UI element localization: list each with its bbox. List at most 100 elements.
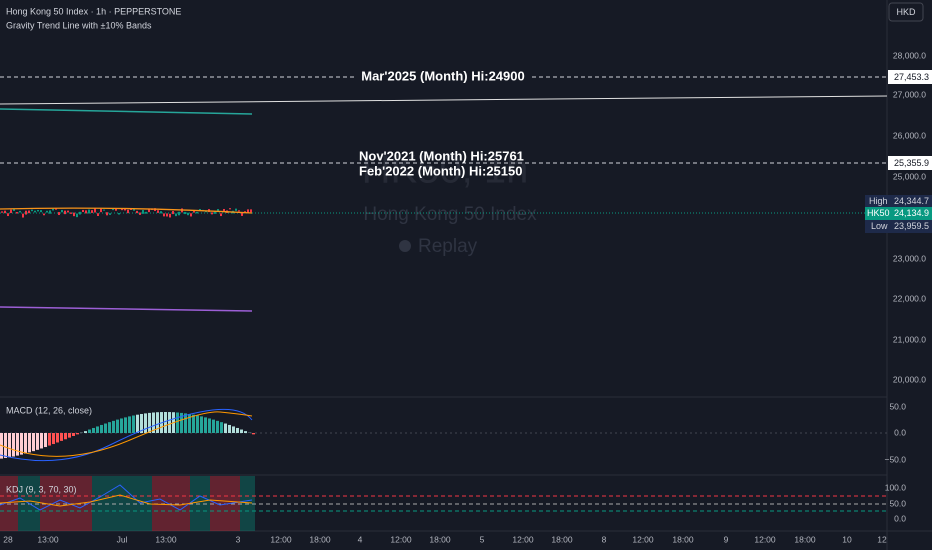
time-tick-label: 12:00 <box>390 534 412 544</box>
candle <box>97 213 99 216</box>
candle <box>235 208 237 211</box>
histogram-bar <box>92 427 95 433</box>
candle <box>52 208 54 211</box>
kdj-j <box>0 484 253 511</box>
candle <box>22 213 24 218</box>
candle <box>91 210 93 213</box>
candle <box>31 209 33 212</box>
candle <box>217 209 219 212</box>
histogram-bar <box>192 414 195 433</box>
time-tick-label: 12:00 <box>632 534 654 544</box>
histogram-bar <box>128 416 131 433</box>
histogram-bar <box>140 413 143 433</box>
histogram-bar <box>64 433 67 440</box>
histogram-bar <box>84 431 87 433</box>
candle <box>76 213 78 218</box>
candle <box>121 208 123 211</box>
candle <box>127 209 129 214</box>
indicator-title[interactable]: Gravity Trend Line with ±10% Bands <box>6 20 152 30</box>
histogram-bar <box>96 426 99 433</box>
histogram-bar <box>16 433 19 456</box>
candle <box>79 211 81 215</box>
currency-button[interactable] <box>888 2 924 22</box>
annotation: Nov'2021 (Month) Hi:25761 <box>359 148 524 163</box>
candle <box>211 212 213 215</box>
candle <box>229 208 231 210</box>
candles <box>1 208 252 218</box>
candle <box>145 211 147 214</box>
macd-title[interactable]: MACD (12, 26, close) <box>6 405 92 415</box>
candle <box>169 213 171 218</box>
histogram-bar <box>76 433 79 435</box>
candle <box>61 209 63 213</box>
histogram-bar <box>180 412 183 433</box>
candle <box>46 210 48 213</box>
price-badge <box>888 156 932 170</box>
candle <box>166 213 168 217</box>
price-badge <box>888 70 932 84</box>
candle <box>178 211 180 216</box>
macd-tick-label: 50.0 <box>889 401 906 411</box>
candle <box>55 208 57 210</box>
kdj-tick-label: 0.0 <box>894 513 906 523</box>
histogram-bar <box>20 433 23 455</box>
candle <box>220 213 222 217</box>
candle <box>142 210 144 214</box>
time-axis: 28 13:00 Jul 13:00 3 12:00 18:00 4 12:00 18:00 5 12… <box>3 534 887 544</box>
time-tick-label: 18:00 <box>672 534 694 544</box>
candle <box>175 213 177 217</box>
time-tick-label: 13:00 <box>155 534 177 544</box>
kdj-zone <box>190 476 210 531</box>
candle <box>190 213 192 217</box>
histogram-bar <box>112 420 115 433</box>
candle <box>94 208 96 213</box>
histogram-bar <box>72 433 75 436</box>
annotation: Mar'2025 (Month) Hi:24900 <box>361 68 524 83</box>
candle <box>241 212 243 216</box>
histogram-bar <box>244 431 247 433</box>
histogram-bar <box>136 414 139 433</box>
macd-line <box>0 408 253 462</box>
kdj-tick-label: 50.0 <box>889 498 906 508</box>
candle <box>40 210 42 213</box>
currency-label[interactable]: HKD <box>896 7 916 17</box>
candle <box>133 208 135 211</box>
high-label: High <box>869 196 888 206</box>
candle <box>73 212 75 217</box>
histogram-bar <box>108 422 111 433</box>
histogram-bar <box>44 433 47 448</box>
kdj-title[interactable]: KDJ (9, 3, 70, 30) <box>6 484 77 494</box>
candle <box>1 211 3 213</box>
kdj-k <box>0 494 253 507</box>
time-tick-label: Jul <box>117 534 128 544</box>
candle <box>88 209 90 214</box>
candle <box>37 209 39 212</box>
histogram-bar <box>4 433 7 459</box>
candle <box>70 212 72 214</box>
kdj-tick-label: 100.0 <box>885 482 907 492</box>
candle <box>157 210 159 213</box>
candle <box>67 210 69 213</box>
candle <box>199 209 201 211</box>
candle <box>196 211 198 214</box>
histogram-bar <box>68 433 71 438</box>
candle <box>187 212 189 216</box>
histogram-bar <box>148 412 151 433</box>
histogram-bar <box>188 413 191 433</box>
candle <box>64 210 66 215</box>
histogram-bar <box>196 415 199 433</box>
histogram-bar <box>240 429 243 433</box>
macd-tick-label: 0.0 <box>894 427 906 437</box>
histogram-bar <box>104 423 107 433</box>
histogram-bar <box>236 427 239 433</box>
symbol-title[interactable]: Hong Kong 50 Index · 1h · PEPPERSTONE <box>6 6 181 16</box>
candle <box>172 210 174 215</box>
histogram-bar <box>28 433 31 453</box>
price-tick-label: 26,000.0 <box>893 130 926 140</box>
histogram-bar <box>56 433 59 443</box>
last-label: HK50 <box>867 208 890 218</box>
price-tick-label: 20,000.0 <box>893 374 926 384</box>
histogram-bar <box>120 418 123 433</box>
high-badge <box>865 195 932 208</box>
price-badge-text: 25,355.9 <box>894 158 929 168</box>
